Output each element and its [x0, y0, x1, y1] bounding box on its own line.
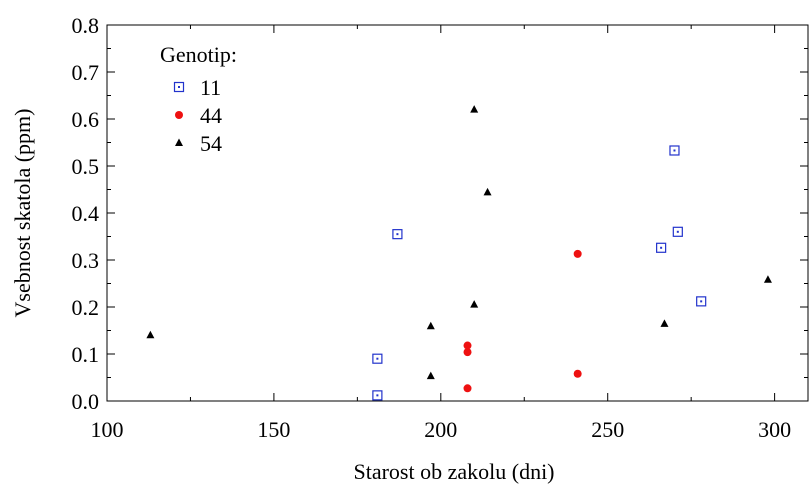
legend-items: 11 44 54: [173, 75, 222, 156]
y-tick-label: 0.1: [72, 342, 100, 367]
x-tick-label: 300: [758, 417, 791, 442]
y-tick-label: 0.7: [72, 60, 100, 85]
data-point-series-54: [426, 371, 435, 380]
y-tick-label: 0.6: [72, 107, 100, 132]
legend-label-54: 54: [200, 131, 222, 156]
legend-label-44: 44: [200, 103, 222, 128]
data-point-series-54: [146, 330, 155, 339]
legend-marker-44: [175, 111, 183, 119]
y-axis-title: Vsebnost skatola (ppm): [10, 109, 35, 318]
legend-marker-54: [175, 138, 183, 146]
x-tick-label: 150: [257, 417, 290, 442]
y-tick-label: 0.5: [72, 154, 100, 179]
data-point-series-44: [463, 384, 472, 393]
data-point-series-11: [672, 226, 683, 237]
data-point-series-11: [372, 390, 383, 401]
y-tick-label: 0.8: [72, 13, 100, 38]
data-point-series-54: [660, 319, 669, 327]
y-tick-label: 0.4: [72, 201, 100, 226]
data-point-series-11: [696, 296, 707, 307]
data-point-series-11: [656, 242, 667, 253]
data-point-series-44: [463, 348, 472, 357]
data-point-series-44: [573, 369, 582, 378]
data-point-series-54: [483, 187, 492, 196]
y-tick-label: 0.2: [72, 295, 100, 320]
legend: Genotip: 11 44 54: [160, 42, 237, 156]
axis-tick-labels: 100 150 200 250 300 0.0 0.1 0.2 0.3 0.4 0.5 0.6 0.7 0…: [72, 13, 792, 442]
data-point-series-54: [763, 275, 772, 283]
data-points: [146, 105, 772, 401]
y-tick-label: 0.3: [72, 248, 100, 273]
data-point-series-44: [463, 341, 472, 350]
data-point-series-54: [470, 300, 479, 308]
axis-ticks: [106, 24, 808, 402]
x-tick-label: 100: [91, 417, 124, 442]
legend-marker-11: [173, 81, 185, 93]
legend-title: Genotip:: [160, 42, 237, 67]
x-tick-label: 200: [424, 417, 457, 442]
x-tick-label: 250: [591, 417, 624, 442]
data-point-series-11: [372, 353, 383, 364]
y-tick-label: 0.0: [72, 389, 100, 414]
data-point-series-44: [573, 249, 582, 258]
data-point-series-54: [426, 321, 435, 330]
data-point-series-54: [470, 105, 479, 113]
data-point-series-11: [669, 145, 680, 156]
x-axis-title: Starost ob zakolu (dni): [353, 459, 554, 484]
data-point-series-11: [392, 229, 403, 240]
legend-label-11: 11: [200, 75, 221, 100]
